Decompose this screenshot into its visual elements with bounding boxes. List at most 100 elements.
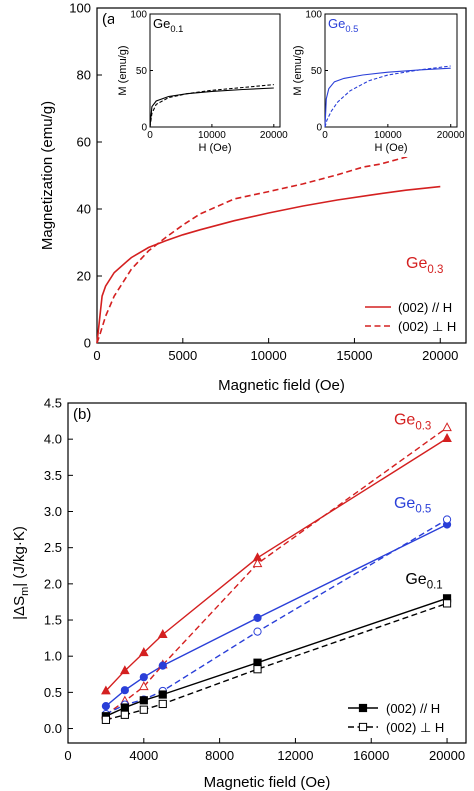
series-line <box>96 144 441 344</box>
inset-series-line <box>324 67 451 128</box>
y-tick-label: 1.0 <box>44 649 62 664</box>
panel-b-frame <box>67 402 467 744</box>
y-tick-label: 0.5 <box>44 685 62 700</box>
data-point <box>139 696 148 705</box>
data-point <box>158 690 167 699</box>
series-line <box>105 523 448 707</box>
data-point <box>138 647 149 657</box>
inset-x-tick-label: 10000 <box>198 130 226 141</box>
legend-label: (002) ⊥ H <box>398 319 456 334</box>
inset-x-tick-label: 0 <box>147 130 153 141</box>
data-point <box>101 685 111 695</box>
inset-chart: 0 10000 20000 0 50 100 H (Oe) M (emu/g) Ge0.5 <box>289 10 465 157</box>
x-tick-label: 0 <box>64 748 71 763</box>
y-tick-label: 3.5 <box>44 468 62 483</box>
x-axis-label: Magnetic field (Oe) <box>218 377 345 394</box>
legend-marker <box>358 703 368 713</box>
y-tick-label: 0 <box>84 336 91 351</box>
series-line <box>96 185 441 344</box>
y-tick-label: 40 <box>77 202 91 217</box>
x-tick-label: 12000 <box>277 748 313 763</box>
inset-x-tick-label: 0 <box>322 130 328 141</box>
x-tick-label: 20000 <box>429 748 465 763</box>
x-axis-label: Magnetic field (Oe) <box>204 774 331 791</box>
data-point <box>158 699 167 709</box>
y-tick-label: 2.5 <box>44 540 62 555</box>
inset-background <box>114 10 288 157</box>
inset-y-tick-label: 50 <box>136 66 148 77</box>
data-point <box>101 715 111 724</box>
data-point <box>158 661 167 670</box>
inset-y-label: M (emu/g) <box>117 45 129 95</box>
panel-a: 0 5000 10000 15000 20000020406080100Magnetic… <box>39 1 467 394</box>
inset-label: Ge0.5 <box>328 16 358 34</box>
x-tick-label: 5000 <box>168 348 197 363</box>
series-line <box>105 437 448 692</box>
legend: (002) // H (002) ⊥ H <box>348 701 444 735</box>
y-tick-label: 0.0 <box>44 721 62 736</box>
inset-background <box>289 10 465 157</box>
inset-x-tick-label: 20000 <box>260 130 288 141</box>
x-tick-label: 20000 <box>422 348 458 363</box>
legend-label: (002) // H <box>398 300 452 315</box>
data-point <box>157 629 168 638</box>
x-tick-label: 16000 <box>353 748 389 763</box>
y-tick-label: 4.0 <box>44 432 62 447</box>
data-point <box>120 703 129 712</box>
panel-b: 0 4000 8000 12000 16000 20000 0.0 0.5 1.0 1.5 2.0 2… <box>11 396 467 791</box>
data-point <box>120 710 129 719</box>
data-point <box>253 627 262 636</box>
legend: (002) // H (002) ⊥ H <box>365 300 456 334</box>
data-point <box>138 681 149 691</box>
y-axis-label: |ΔSm| (J/kg·K) <box>11 526 31 620</box>
y-tick-label: 100 <box>69 1 91 16</box>
series-line <box>105 602 448 721</box>
panel-label: (b) <box>73 406 91 423</box>
inset-y-tick-label: 100 <box>130 10 147 21</box>
x-tick-label: 15000 <box>336 348 372 363</box>
data-point <box>442 515 452 524</box>
inset-y-tick-label: 50 <box>311 66 323 77</box>
x-tick-label: 0 <box>93 348 100 363</box>
series-annotation: Ge0.1 <box>405 571 442 592</box>
data-point <box>252 558 263 568</box>
data-point <box>120 665 130 675</box>
x-tick-label: 4000 <box>129 748 158 763</box>
legend-label: (002) // H <box>386 701 440 716</box>
panel-a-frame <box>96 7 467 344</box>
inset-y-tick-label: 0 <box>316 123 322 134</box>
inset-x-tick-label: 10000 <box>374 130 402 141</box>
data-point <box>139 673 148 682</box>
data-point <box>253 665 262 674</box>
inset-x-label: H (Oe) <box>375 142 408 154</box>
y-tick-label: 60 <box>77 135 91 150</box>
inset-label: Ge0.1 <box>153 16 183 34</box>
inset-y-tick-label: 0 <box>141 123 147 134</box>
inset-y-tick-label: 100 <box>305 10 322 21</box>
data-point <box>253 613 262 622</box>
y-tick-label: 20 <box>77 269 91 284</box>
y-tick-label: 3.0 <box>44 504 62 519</box>
inset-y-label: M (emu/g) <box>292 45 304 95</box>
series-line <box>105 518 448 715</box>
data-point <box>442 422 452 432</box>
inset-x-label: H (Oe) <box>199 142 232 154</box>
series-annotation: Ge0.3 <box>394 412 431 433</box>
y-tick-label: 4.5 <box>44 396 62 411</box>
legend-label: (002) ⊥ H <box>386 720 444 735</box>
y-tick-label: 80 <box>77 68 91 83</box>
data-point <box>442 432 452 442</box>
series-annotation: Ge0.3 <box>406 255 443 276</box>
inset-series-line <box>149 84 274 128</box>
data-point <box>442 599 452 608</box>
y-tick-label: 1.5 <box>44 613 62 628</box>
inset-x-tick-label: 20000 <box>437 130 465 141</box>
data-point <box>120 686 129 695</box>
series-line <box>105 597 448 717</box>
x-tick-label: 10000 <box>251 348 287 363</box>
data-point <box>139 705 148 714</box>
series-annotation: Ge0.5 <box>394 495 431 516</box>
data-point <box>101 702 111 711</box>
y-tick-label: 2.0 <box>44 576 62 591</box>
